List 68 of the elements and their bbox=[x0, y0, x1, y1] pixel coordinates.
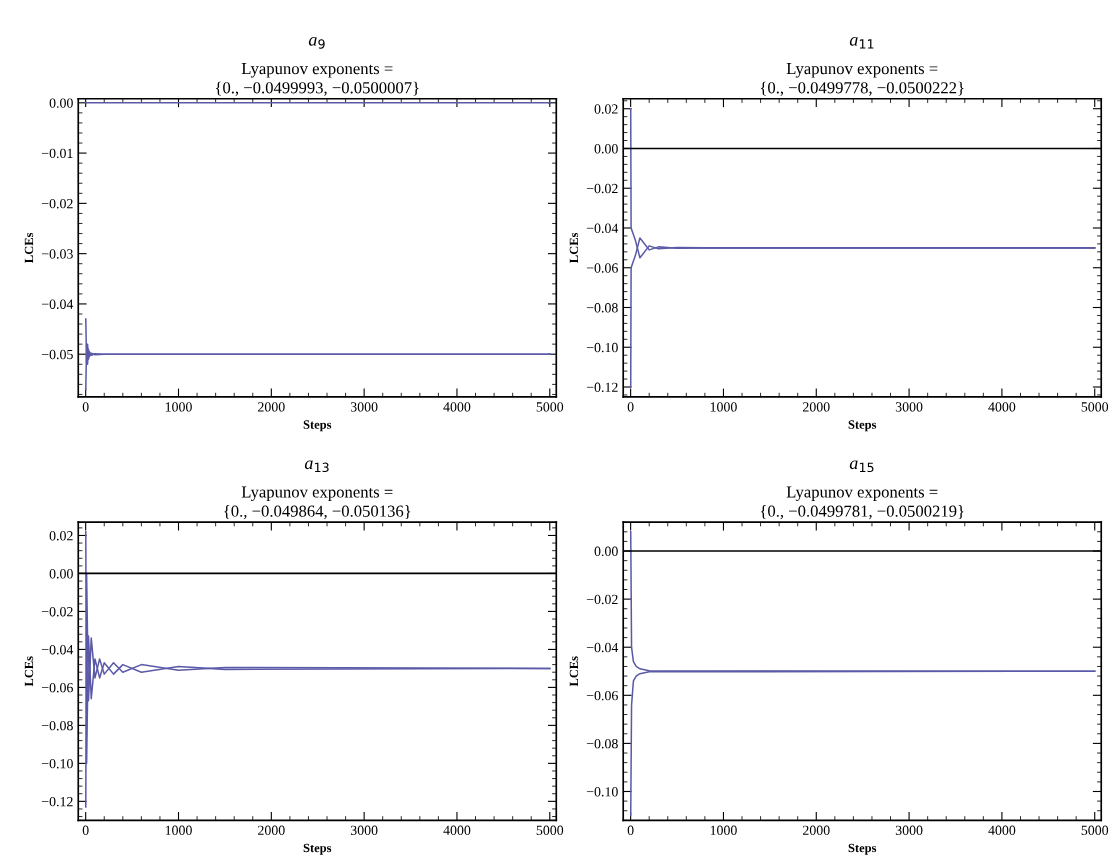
x-axis-title: Steps bbox=[303, 420, 332, 432]
y-tick-label: 0.02 bbox=[594, 104, 618, 114]
x-tick-label: 5000 bbox=[536, 402, 564, 412]
x-tick-label: 0 bbox=[627, 825, 634, 835]
x-axis-title: Steps bbox=[848, 420, 877, 432]
x-tick-label: 3000 bbox=[895, 825, 923, 835]
x-tick-label: 1000 bbox=[710, 402, 737, 412]
y-tick-label: −0.04 bbox=[41, 645, 74, 655]
chart-subtitle: Lyapunov exponents = {0., −0.0499781, −0.0500219} bbox=[760, 486, 964, 520]
y-tick-label: −0.03 bbox=[41, 249, 73, 259]
y-tick-label: −0.06 bbox=[586, 690, 618, 701]
x-tick-label: 0 bbox=[627, 402, 634, 412]
chart-title: a$_{9}$ bbox=[308, 37, 325, 49]
chart-title: a$_{11}$ bbox=[849, 37, 874, 49]
y-tick-label: −0.10 bbox=[586, 342, 618, 353]
y-tick-label: −0.10 bbox=[586, 787, 618, 797]
x-tick-label: 2000 bbox=[258, 402, 285, 412]
y-tick-label: 0.02 bbox=[49, 531, 73, 541]
x-tick-label: 4000 bbox=[988, 825, 1016, 835]
y-tick-label: −0.10 bbox=[41, 758, 73, 769]
y-tick-label: −0.01 bbox=[41, 148, 73, 159]
x-tick-label: 4000 bbox=[988, 402, 1016, 412]
y-tick-label: 0.00 bbox=[49, 569, 73, 579]
chart-subtitle: Lyapunov exponents = {0., −0.0499993, −0.0500007} bbox=[215, 63, 419, 96]
y-tick-label: −0.06 bbox=[41, 682, 73, 693]
chart-title: a$_{15}$ bbox=[849, 460, 874, 473]
x-tick-label: 5000 bbox=[536, 825, 564, 835]
x-tick-label: 1000 bbox=[165, 402, 192, 412]
chart-subtitle: Lyapunov exponents = {0., −0.0499778, −0.0500222} bbox=[760, 63, 964, 96]
y-tick-label: −0.02 bbox=[586, 183, 618, 194]
y-tick-label: 0.00 bbox=[49, 98, 73, 108]
x-tick-label: 2000 bbox=[258, 825, 285, 835]
y-axis-title: LCEs bbox=[24, 232, 34, 263]
y-tick-label: −0.04 bbox=[586, 223, 619, 234]
x-tick-label: 2000 bbox=[802, 402, 830, 412]
x-axis-title: Steps bbox=[303, 843, 332, 855]
chart-subtitle: Lyapunov exponents = {0., −0.049864, −0.050136} bbox=[224, 486, 411, 520]
x-tick-label: 3000 bbox=[350, 825, 378, 835]
x-tick-label: 1000 bbox=[710, 825, 737, 835]
x-tick-label: 2000 bbox=[802, 825, 830, 835]
y-tick-label: −0.02 bbox=[41, 198, 73, 209]
x-tick-label: 4000 bbox=[443, 402, 471, 412]
x-tick-label: 5000 bbox=[1081, 825, 1109, 835]
y-tick-label: −0.02 bbox=[41, 607, 73, 617]
x-tick-label: 1000 bbox=[165, 825, 192, 835]
y-tick-label: −0.04 bbox=[586, 642, 619, 653]
x-tick-label: 5000 bbox=[1081, 402, 1109, 412]
y-tick-label: −0.12 bbox=[586, 382, 618, 393]
y-axis-title: LCEs bbox=[569, 232, 579, 263]
y-tick-label: −0.12 bbox=[41, 796, 73, 807]
y-axis-title: LCEs bbox=[569, 656, 579, 687]
chart-title: a$_{13}$ bbox=[304, 460, 329, 473]
y-tick-label: 0.00 bbox=[594, 144, 618, 154]
x-tick-label: 0 bbox=[82, 402, 89, 412]
y-tick-label: 0.00 bbox=[594, 546, 618, 557]
y-tick-label: −0.04 bbox=[41, 299, 74, 309]
y-axis-title: LCEs bbox=[24, 656, 34, 687]
x-tick-label: 0 bbox=[82, 825, 89, 835]
x-tick-label: 3000 bbox=[350, 402, 378, 412]
x-axis-title: Steps bbox=[848, 843, 877, 855]
y-tick-label: −0.08 bbox=[586, 303, 618, 313]
x-tick-label: 3000 bbox=[895, 402, 923, 412]
x-tick-label: 4000 bbox=[443, 825, 471, 835]
y-tick-label: −0.02 bbox=[586, 594, 618, 605]
y-tick-label: −0.08 bbox=[586, 738, 618, 749]
y-tick-label: −0.06 bbox=[586, 263, 618, 273]
y-tick-label: −0.08 bbox=[41, 720, 73, 731]
y-tick-label: −0.05 bbox=[41, 349, 73, 360]
